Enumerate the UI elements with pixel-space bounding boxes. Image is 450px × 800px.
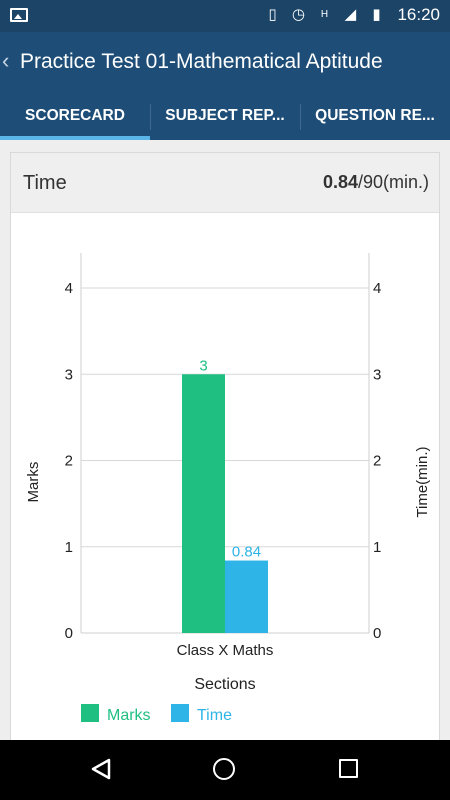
- y2-tick-label: 2: [373, 453, 381, 470]
- signal-strength-icon: ◢: [344, 6, 357, 23]
- y-ticks-right: 0 1 2 3 4: [373, 280, 381, 642]
- active-tab-indicator: [0, 136, 150, 140]
- page-title: Practice Test 01-Mathematical Aptitude: [20, 50, 383, 73]
- app-bar: ‹ Practice Test 01-Mathematical Aptitude: [0, 32, 450, 92]
- status-bar: ▯ ◷ H ◢ ▮ 16:20: [0, 0, 450, 32]
- time-total: /90(min.): [357, 172, 429, 192]
- chart-legend: Marks Time: [81, 704, 232, 724]
- signal-h-icon: H: [320, 9, 329, 20]
- battery-icon: ▮: [372, 6, 381, 23]
- legend-label-marks: Marks: [107, 707, 151, 724]
- gallery-notification-icon: [10, 8, 28, 22]
- tab-scorecard[interactable]: SCORECARD: [0, 92, 150, 140]
- nav-recent-apps-icon[interactable]: [339, 759, 358, 778]
- status-icons: ▯ ◷ H ◢ ▮ 16:20: [263, 5, 440, 25]
- legend-swatch-marks: [81, 704, 99, 722]
- y2-tick-label: 1: [373, 539, 381, 556]
- back-chevron-icon[interactable]: ‹: [2, 48, 10, 73]
- tab-label: QUESTION RE...: [315, 107, 435, 124]
- vibrate-icon: ▯: [268, 6, 277, 23]
- legend-label-time: Time: [197, 707, 232, 724]
- bars: 30.84: [182, 357, 268, 633]
- nav-back-icon[interactable]: [90, 758, 112, 780]
- alarm-icon: ◷: [291, 6, 305, 23]
- time-taken: 0.84: [322, 172, 358, 192]
- legend-swatch-time: [171, 704, 189, 722]
- tab-divider: [300, 104, 301, 130]
- tab-bar: SCORECARD SUBJECT REP... QUESTION RE...: [0, 92, 450, 140]
- data-label-time: 0.84: [232, 544, 261, 561]
- y-tick-label: 3: [65, 366, 73, 383]
- tab-subject-report[interactable]: SUBJECT REP...: [150, 92, 300, 140]
- bar-time: [225, 560, 268, 633]
- y-tick-label: 4: [65, 280, 73, 297]
- y-tick-label: 2: [65, 453, 73, 470]
- tab-label: SCORECARD: [25, 107, 125, 124]
- tab-question-report[interactable]: QUESTION RE...: [300, 92, 450, 140]
- y-tick-label: 0: [65, 625, 73, 642]
- time-value: 0.84/90(min.): [323, 172, 429, 193]
- x-tick-label: Class X Maths: [177, 642, 274, 659]
- bar-marks: [182, 374, 225, 633]
- tab-divider: [150, 104, 151, 130]
- y-ticks-left: 0 1 2 3 4: [65, 280, 73, 642]
- tab-label: SUBJECT REP...: [165, 107, 285, 124]
- y2-tick-label: 3: [373, 366, 381, 383]
- x-axis-title: Sections: [194, 676, 255, 693]
- nav-home-icon[interactable]: [213, 758, 235, 780]
- time-label: Time: [23, 172, 67, 194]
- y-tick-label: 1: [65, 539, 73, 556]
- y-axis-title: Marks: [25, 462, 42, 503]
- status-time: 16:20: [397, 5, 440, 24]
- time-summary-row: Time 0.84/90(min.): [11, 153, 439, 213]
- y2-tick-label: 4: [373, 280, 381, 297]
- data-label-marks: 3: [199, 357, 207, 374]
- system-nav-bar: [0, 740, 450, 800]
- y2-tick-label: 0: [373, 625, 381, 642]
- y2-axis-title: Time(min.): [414, 447, 431, 518]
